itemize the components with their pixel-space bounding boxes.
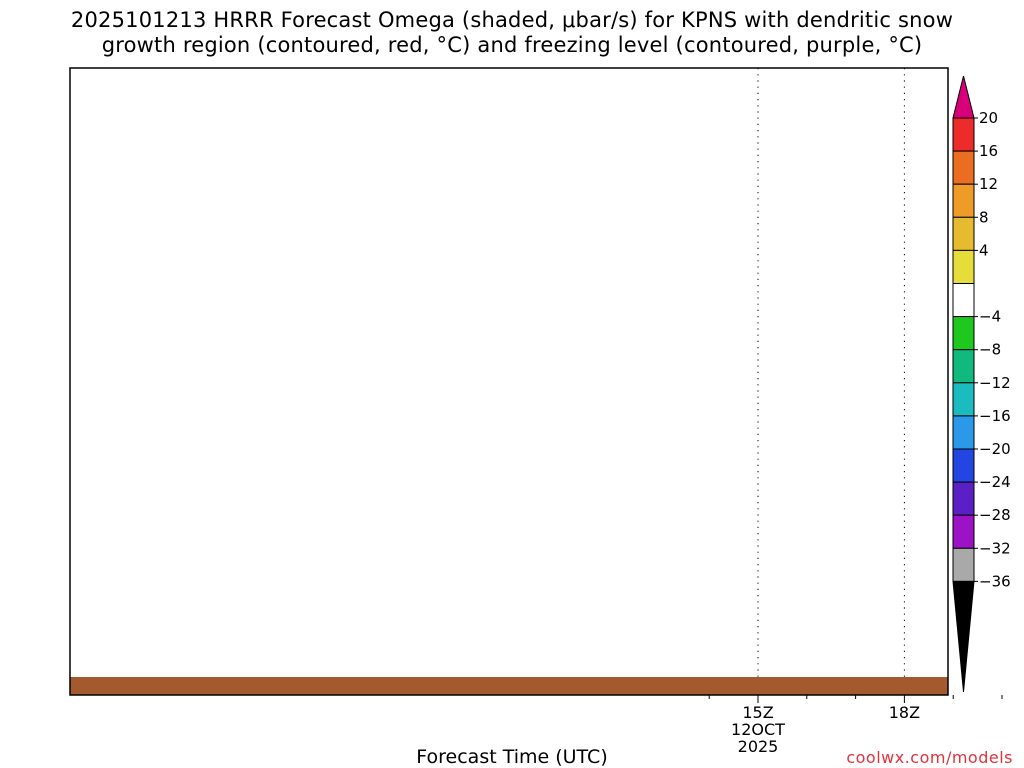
colorbar-label--36: −36 (979, 572, 1011, 590)
colorbar-label--8: −8 (979, 341, 1001, 359)
colorbar-swatch-11 (952, 448, 975, 483)
colorbar-swatch-10 (952, 415, 975, 450)
colorbar-label-8: 8 (979, 208, 989, 226)
colorbar-label--32: −32 (979, 539, 1011, 557)
colorbar-label--28: −28 (979, 506, 1011, 524)
colorbar-label--24: −24 (979, 473, 1011, 491)
forecast-time-axis: 15Z12OCT202518Z21Z00Z13OCT03Z06Z (708, 695, 1003, 756)
colorbar-label--4: −4 (979, 308, 1001, 326)
colorbar-swatch-2 (952, 150, 975, 185)
colorbar-swatch-5 (952, 249, 975, 284)
colorbar-label--20: −20 (979, 440, 1011, 458)
x-axis-label: Forecast Time (UTC) (416, 746, 608, 768)
credit-link[interactable]: coolwx.com/models (846, 748, 1013, 767)
colorbar-swatch-1 (952, 117, 975, 152)
colorbar-label--16: −16 (979, 407, 1011, 425)
chart-title-line-1: 2025101213 HRRR Forecast Omega (shaded, … (70, 8, 954, 32)
colorbar-swatch-6 (952, 283, 975, 318)
colorbar-swatch-14 (952, 547, 975, 582)
chart-title: 2025101213 HRRR Forecast Omega (shaded, … (0, 8, 1024, 58)
colorbar-label--12: −12 (979, 374, 1011, 392)
x-tick-label-15Z: 15Z (742, 703, 773, 722)
colorbar-swatch-9 (952, 382, 975, 417)
colorbar-label-12: 12 (979, 175, 998, 193)
colorbar-swatch-8 (952, 349, 975, 384)
colorbar-swatch-7 (952, 316, 975, 351)
colorbar-top-arrow (952, 75, 975, 119)
colorbar-swatch-4 (952, 216, 975, 251)
omega-colorbar: 20 16 12 8 4 −4 −8 −12 −16 −20 −24 −28 −32 −36 (952, 75, 1011, 693)
surface-ground (70, 677, 948, 695)
colorbar-swatch-12 (952, 481, 975, 516)
plot-frame (69, 67, 949, 696)
x-tick-label-12OCT: 12OCT (731, 720, 785, 739)
x-tick-label-2025: 2025 (738, 737, 779, 756)
colorbar-swatch-13 (952, 514, 975, 549)
colorbar-label-4: 4 (979, 241, 989, 259)
chart-title-line-2: growth region (contoured, red, °C) and f… (101, 33, 923, 57)
x-tick-label-18Z: 18Z (889, 703, 920, 722)
colorbar-swatch-3 (952, 183, 975, 218)
pressure-gridlines (757, 68, 905, 677)
colorbar-label-16: 16 (979, 142, 998, 160)
colorbar-bottom-arrow (952, 580, 975, 693)
colorbar-label-20: 20 (979, 109, 998, 127)
